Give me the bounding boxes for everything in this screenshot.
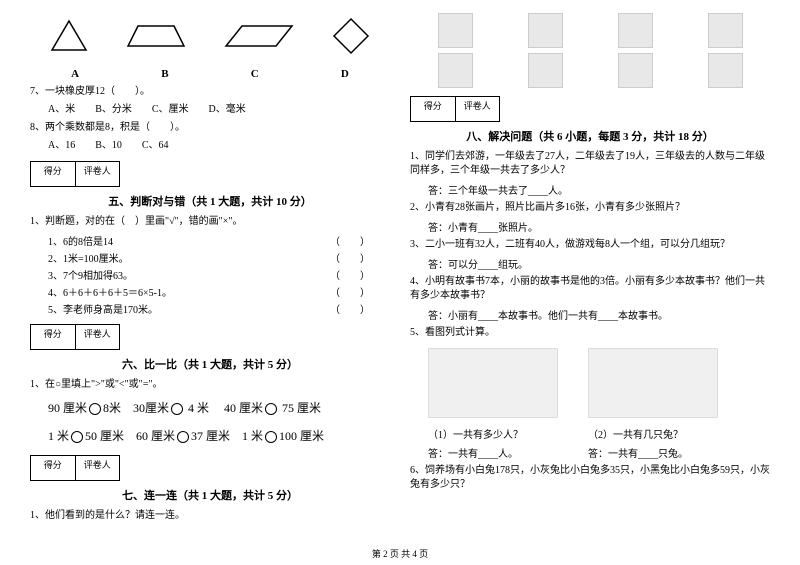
- p2: 2、小青有28张画片，照片比画片多16张，小青有多少张照片？: [410, 201, 770, 215]
- image-placeholder: [438, 13, 473, 48]
- trapezoid-icon: [126, 21, 186, 51]
- page-footer: 第 2 页 共 4 页: [0, 547, 800, 560]
- paren: （ ）: [330, 301, 370, 316]
- compare-intro: 1、在○里填上">"或"<"或"="。: [30, 378, 390, 392]
- paren: （ ）: [330, 233, 370, 248]
- picture-problem-row: [428, 348, 752, 418]
- section-8-title: 八、解决问题（共 6 小题，每题 3 分，共计 18 分）: [410, 128, 770, 144]
- q7-opts: A、米 B、分米 C、厘米 D、毫米: [48, 103, 390, 117]
- a5b: 答：一共有____只兔。: [588, 445, 688, 460]
- triangle-icon: [49, 18, 89, 53]
- score-box-7: 得分 评卷人: [30, 455, 120, 481]
- connect-q: 1、他们看到的是什么？请连一连。: [30, 509, 390, 523]
- q7: 7、一块橡皮厚12（ ）。: [30, 85, 390, 99]
- label-a: A: [71, 68, 79, 80]
- section-6-title: 六、比一比（共 1 大题，共计 5 分）: [30, 356, 390, 372]
- right-column: 得分 评卷人 八、解决问题（共 6 小题，每题 3 分，共计 18 分） 1、同…: [400, 8, 780, 527]
- grader-label: 评卷人: [76, 456, 120, 480]
- score-label: 得分: [31, 325, 76, 349]
- p5-answers: 答：一共有____人。 答：一共有____只兔。: [428, 445, 770, 460]
- a4: 答：小丽有____本故事书。他们一共有____本故事书。: [428, 307, 770, 322]
- judge-2: 2、1米=100厘米。: [48, 250, 129, 265]
- a1: 答：三个年级一共去了____人。: [428, 182, 770, 197]
- p1: 1、同学们去郊游，一年级去了27人，二年级去了19人，三年级去的人数与二年级同样…: [410, 150, 770, 178]
- score-label: 得分: [411, 97, 456, 121]
- grader-label: 评卷人: [456, 97, 500, 121]
- image-placeholder: [528, 53, 563, 88]
- p5q2: （2）一共有几只兔？: [588, 426, 683, 441]
- people-image: [428, 348, 558, 418]
- section-7-title: 七、连一连（共 1 大题，共计 5 分）: [30, 487, 390, 503]
- connect-images-bottom: [410, 53, 770, 88]
- q8: 8、两个乘数都是8，积是（ ）。: [30, 121, 390, 135]
- image-placeholder: [438, 53, 473, 88]
- shape-labels: A B C D: [30, 68, 390, 80]
- p6: 6、饲养场有小白兔178只，小灰兔比小白兔多35只，小黑兔比小白兔多59只，小灰…: [410, 464, 770, 492]
- label-d: D: [341, 68, 349, 80]
- label-c: C: [251, 68, 259, 80]
- paren: （ ）: [330, 250, 370, 265]
- image-placeholder: [708, 13, 743, 48]
- score-label: 得分: [31, 456, 76, 480]
- parallelogram-icon: [224, 21, 294, 51]
- score-label: 得分: [31, 162, 76, 186]
- section-5-title: 五、判断对与错（共 1 大题，共计 10 分）: [30, 193, 390, 209]
- diamond-icon: [331, 16, 371, 56]
- rabbit-image: [588, 348, 718, 418]
- p4: 4、小明有故事书7本，小丽的故事书是他的3倍。小丽有多少本故事书？他们一共有多少…: [410, 275, 770, 303]
- label-b: B: [161, 68, 168, 80]
- a3: 答：可以分____组玩。: [428, 256, 770, 271]
- page-container: A B C D 7、一块橡皮厚12（ ）。 A、米 B、分米 C、厘米 D、毫米…: [0, 0, 800, 535]
- image-placeholder: [708, 53, 743, 88]
- grader-label: 评卷人: [76, 325, 120, 349]
- image-placeholder: [618, 13, 653, 48]
- p3: 3、二小一班有32人，二班有40人，做游戏每8人一个组，可以分几组玩？: [410, 238, 770, 252]
- image-placeholder: [528, 13, 563, 48]
- p5: 5、看图列式计算。: [410, 326, 770, 340]
- left-column: A B C D 7、一块橡皮厚12（ ）。 A、米 B、分米 C、厘米 D、毫米…: [20, 8, 400, 527]
- p5q1: （1）一共有多少人？: [428, 426, 558, 441]
- paren: （ ）: [330, 284, 370, 299]
- paren: （ ）: [330, 267, 370, 282]
- score-box-8: 得分 评卷人: [410, 96, 500, 122]
- judge-4: 4、6＋6＋6＋6＋5＝6×5-1。: [48, 284, 172, 299]
- score-box-6: 得分 评卷人: [30, 324, 120, 350]
- a2: 答：小青有____张照片。: [428, 219, 770, 234]
- p5-questions: （1）一共有多少人？ （2）一共有几只兔？: [428, 426, 770, 441]
- image-placeholder: [618, 53, 653, 88]
- judge-3: 3、7个9相加得63。: [48, 267, 133, 282]
- connect-images-top: [410, 13, 770, 48]
- compare-row-2: 1 米50 厘米 60 厘米37 厘米 1 米100 厘米: [48, 426, 372, 448]
- grader-label: 评卷人: [76, 162, 120, 186]
- a5a: 答：一共有____人。: [428, 445, 558, 460]
- judge-1: 1、6的8倍是14: [48, 233, 113, 248]
- judge-intro: 1、判断题，对的在（ ）里画"√"，错的画"×"。: [30, 215, 390, 229]
- q8-opts: A、16 B、10 C、64: [48, 139, 390, 153]
- compare-row-1: 90 厘米8米 30厘米 4 米 40 厘米 75 厘米: [48, 398, 372, 420]
- score-box-5: 得分 评卷人: [30, 161, 120, 187]
- shapes-row: [30, 8, 390, 63]
- judge-5: 5、李老师身高是170米。: [48, 301, 158, 316]
